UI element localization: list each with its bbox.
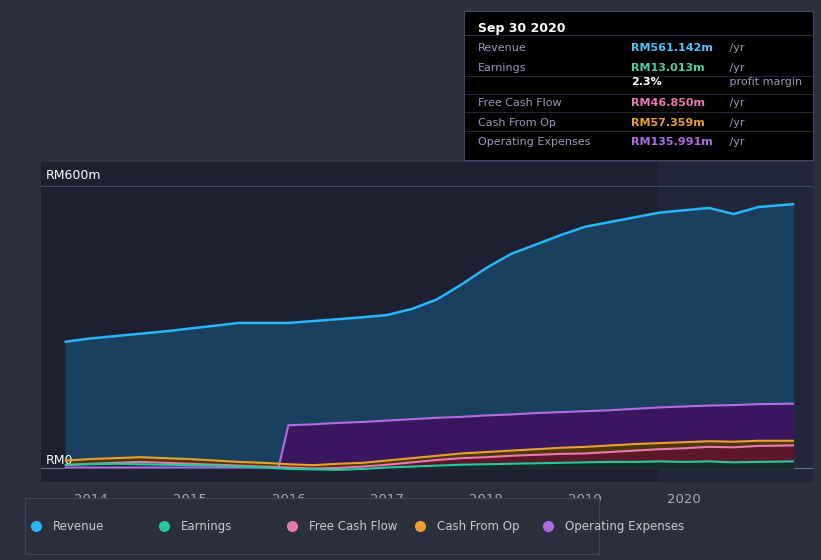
Text: /yr: /yr [726,98,744,108]
Text: RM600m: RM600m [46,169,102,182]
Text: Cash From Op: Cash From Op [437,520,520,533]
Text: Revenue: Revenue [478,43,526,53]
Text: RM0: RM0 [46,454,74,466]
Bar [659,162,813,482]
Text: RM46.850m: RM46.850m [631,98,705,108]
Text: RM561.142m: RM561.142m [631,43,713,53]
Text: /yr: /yr [726,118,744,128]
Text: /yr: /yr [726,63,744,73]
Text: RM13.013m: RM13.013m [631,63,705,73]
Text: 2.3%: 2.3% [631,77,662,87]
Text: RM57.359m: RM57.359m [631,118,705,128]
Text: Operating Expenses: Operating Expenses [478,137,590,147]
Text: profit margin: profit margin [726,77,801,87]
Text: Earnings: Earnings [478,63,526,73]
Text: Operating Expenses: Operating Expenses [565,520,684,533]
Text: Earnings: Earnings [181,520,232,533]
Text: RM135.991m: RM135.991m [631,137,713,147]
Text: Sep 30 2020: Sep 30 2020 [478,22,566,35]
Text: Free Cash Flow: Free Cash Flow [309,520,397,533]
Text: /yr: /yr [726,43,744,53]
Text: Free Cash Flow: Free Cash Flow [478,98,562,108]
Text: Cash From Op: Cash From Op [478,118,556,128]
Text: /yr: /yr [726,137,744,147]
Text: Revenue: Revenue [53,520,105,533]
